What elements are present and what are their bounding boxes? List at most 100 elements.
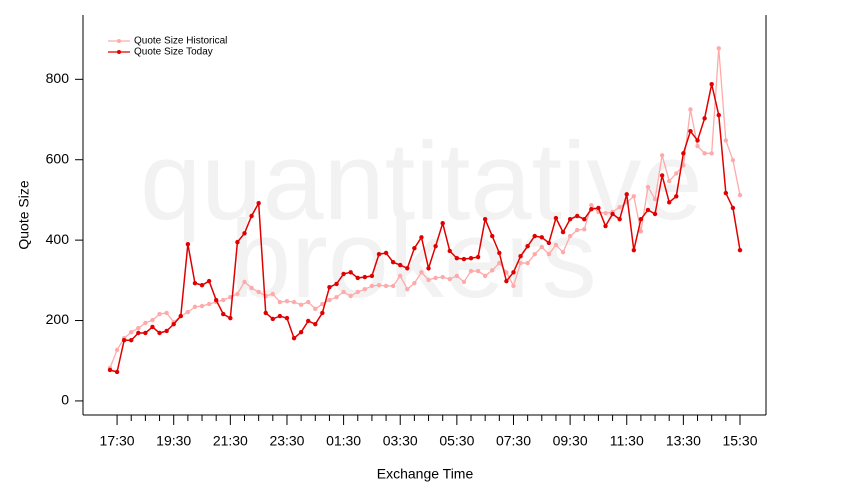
- point: [737, 192, 743, 198]
- point: [511, 270, 516, 275]
- point: [596, 205, 601, 211]
- point: [157, 311, 162, 317]
- legend-marker: [117, 39, 121, 43]
- point: [723, 138, 729, 143]
- point: [716, 112, 721, 118]
- point: [291, 299, 297, 305]
- y-tick-label: 0: [61, 392, 69, 408]
- point: [136, 330, 141, 336]
- x-tick-label: 17:30: [100, 433, 135, 449]
- point: [235, 239, 240, 245]
- point: [348, 293, 353, 299]
- point: [263, 310, 268, 316]
- point: [610, 211, 615, 217]
- point: [327, 297, 332, 303]
- point: [468, 256, 474, 261]
- y-axis-label: Quote Size: [16, 180, 32, 249]
- point: [702, 116, 707, 121]
- point: [490, 233, 495, 239]
- point: [298, 329, 304, 335]
- point: [667, 178, 672, 184]
- point: [426, 277, 431, 283]
- point: [320, 310, 325, 316]
- point: [390, 283, 396, 289]
- x-tick-label: 19:30: [156, 433, 191, 449]
- point: [185, 309, 191, 315]
- point: [164, 328, 169, 334]
- point: [461, 279, 467, 285]
- point: [433, 275, 438, 281]
- legend-marker: [117, 50, 121, 54]
- point: [688, 107, 693, 112]
- point: [355, 289, 360, 295]
- point: [674, 171, 679, 176]
- point: [447, 248, 452, 254]
- x-tick-label: 03:30: [383, 433, 418, 449]
- point: [369, 273, 375, 279]
- y-tick-label: 600: [46, 150, 70, 166]
- point: [617, 204, 622, 210]
- point: [270, 291, 276, 297]
- point: [454, 256, 460, 261]
- point: [659, 153, 665, 158]
- point: [511, 283, 516, 289]
- x-axis-label: Exchange Time: [377, 466, 474, 482]
- point: [150, 324, 155, 330]
- point: [362, 274, 368, 280]
- point: [582, 217, 587, 222]
- point: [454, 273, 460, 279]
- point: [475, 254, 481, 260]
- point: [390, 260, 396, 265]
- point: [249, 213, 254, 219]
- point: [313, 306, 318, 312]
- point: [624, 192, 629, 197]
- point: [249, 285, 254, 291]
- point: [539, 244, 544, 250]
- y-tick-label: 400: [46, 231, 70, 247]
- point: [433, 243, 438, 249]
- point: [313, 321, 318, 327]
- point: [638, 229, 644, 234]
- point: [589, 202, 594, 208]
- point: [709, 81, 714, 87]
- point: [376, 251, 382, 257]
- x-tick-label: 13:30: [666, 433, 701, 449]
- point: [723, 190, 729, 196]
- point: [603, 223, 608, 229]
- point: [348, 270, 353, 275]
- point: [645, 184, 651, 190]
- point: [475, 268, 481, 274]
- point: [306, 299, 311, 305]
- point: [362, 286, 368, 292]
- point: [277, 299, 283, 305]
- point: [468, 268, 474, 274]
- legend-label: Quote Size Today: [134, 47, 213, 58]
- point: [482, 217, 488, 222]
- point: [114, 347, 120, 353]
- point: [546, 240, 552, 246]
- point: [553, 242, 559, 248]
- point: [440, 274, 445, 280]
- y-tick-label: 200: [46, 311, 70, 327]
- point: [185, 241, 191, 247]
- point: [419, 270, 424, 275]
- point: [327, 284, 332, 290]
- point: [497, 260, 502, 266]
- point: [553, 215, 559, 221]
- point: [298, 302, 304, 308]
- point: [107, 367, 113, 373]
- point: [369, 283, 375, 289]
- point: [199, 282, 205, 288]
- point: [306, 318, 311, 324]
- point: [674, 194, 679, 199]
- point: [582, 227, 587, 232]
- point: [574, 213, 580, 219]
- x-tick-label: 11:30: [610, 433, 644, 449]
- point: [192, 280, 198, 286]
- point: [709, 151, 714, 156]
- point: [631, 247, 637, 253]
- point: [383, 250, 389, 256]
- point: [256, 200, 261, 206]
- point: [419, 235, 424, 240]
